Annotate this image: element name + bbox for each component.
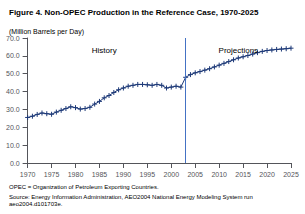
svg-text:1980: 1980 [68,171,84,178]
svg-text:2025: 2025 [283,171,299,178]
svg-text:2005: 2005 [187,171,203,178]
svg-text:Figure 4. Non-OPEC Production: Figure 4. Non-OPEC Production in the Ref… [9,8,259,17]
svg-text:1990: 1990 [116,171,132,178]
svg-text:50.0: 50.0 [6,70,20,77]
svg-text:30.0: 30.0 [6,106,20,113]
svg-text:60.0: 60.0 [6,52,20,59]
svg-text:Source: Energy Information Adm: Source: Energy Information Administratio… [9,194,254,200]
svg-text:40.0: 40.0 [6,88,20,95]
svg-text:70.0: 70.0 [6,35,20,42]
svg-text:0.0: 0.0 [10,160,20,167]
svg-text:aeo2004.d101703e.: aeo2004.d101703e. [9,201,63,207]
svg-text:Projections: Projections [219,46,259,55]
svg-text:2015: 2015 [235,171,251,178]
svg-text:1970: 1970 [20,171,36,178]
svg-text:History: History [92,46,117,55]
svg-text:(Million Barrels per Day): (Million Barrels per Day) [9,28,84,36]
svg-text:10.0: 10.0 [6,142,20,149]
svg-text:2000: 2000 [163,171,179,178]
svg-text:1995: 1995 [140,171,156,178]
svg-text:20.0: 20.0 [6,124,20,131]
svg-text:2020: 2020 [259,171,275,178]
svg-text:2010: 2010 [211,171,227,178]
svg-text:1985: 1985 [92,171,108,178]
svg-text:OPEC = Organization of Petrole: OPEC = Organization of Petroleum Exporti… [9,184,159,190]
svg-text:1975: 1975 [44,171,60,178]
